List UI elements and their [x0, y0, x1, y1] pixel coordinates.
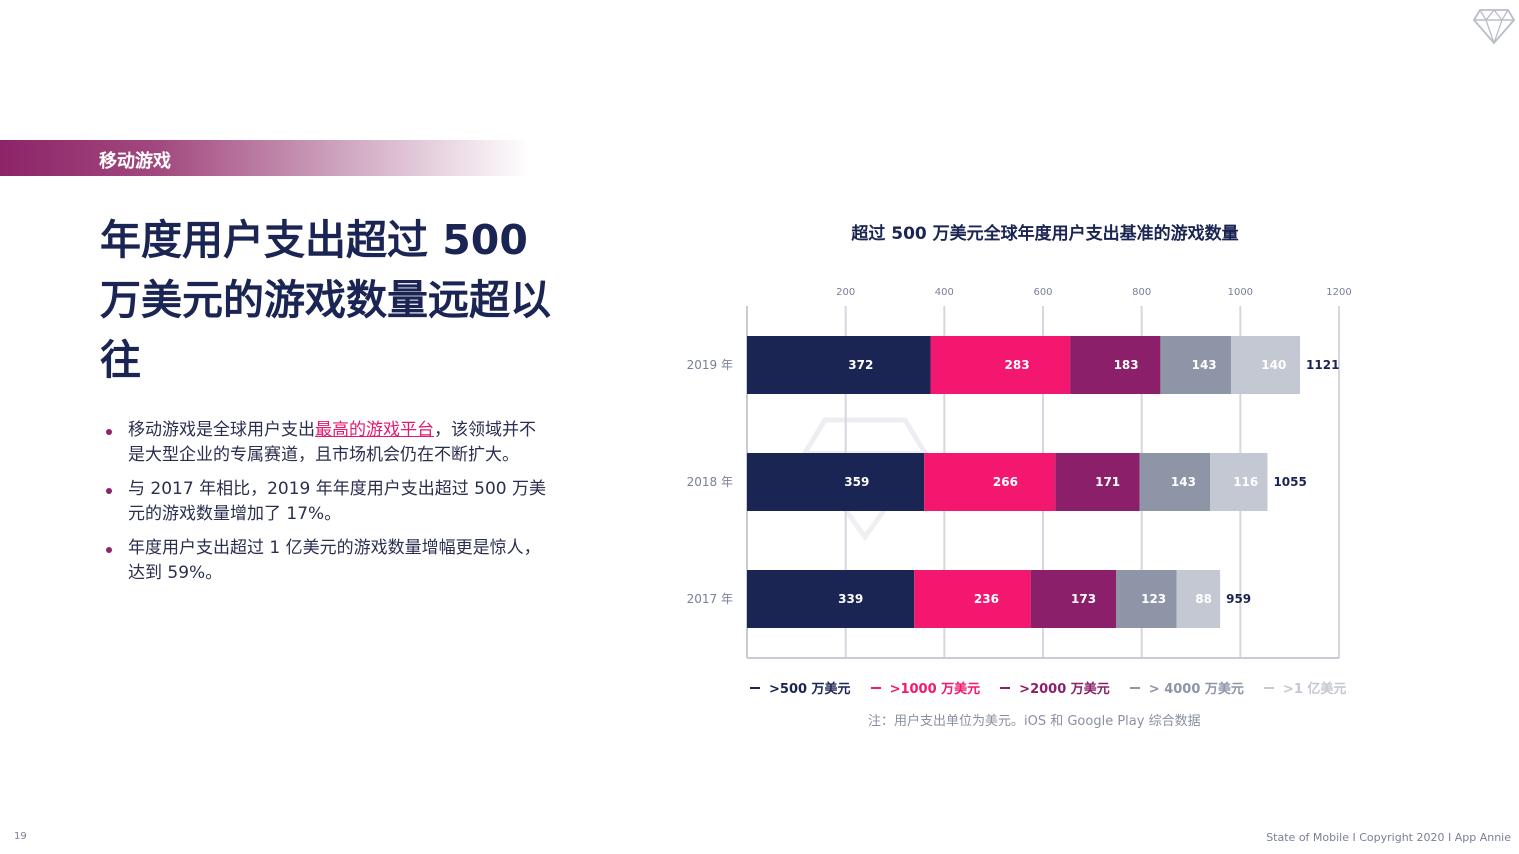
segment-value-label: 143 [1171, 475, 1196, 489]
category-label: 2018 年 [687, 475, 733, 489]
diamond-logo-icon [1472, 8, 1516, 45]
legend-label: >2000 万美元 [1019, 682, 1110, 697]
total-value-label: 1121 [1306, 358, 1339, 372]
bullet-text: 移动游戏是全球用户支出 [128, 420, 315, 440]
segment-value-label: 359 [844, 475, 869, 489]
bar-segment [747, 570, 915, 628]
stacked-bar-chart: 200 400 600 800 1000 1200 2019 年 372 283 183 143 14… [687, 287, 1352, 659]
category-label: 2017 年 [687, 592, 733, 606]
legend-item: >1 亿美元 [1263, 678, 1347, 697]
x-tick-label: 600 [1033, 287, 1052, 298]
bar-segment [914, 570, 1031, 628]
bullet-text: ，该领域并不是大型企业的专属赛道，且市场机会仍在不断扩大。 [128, 420, 536, 465]
segment-value-label: 171 [1095, 475, 1120, 489]
segment-value-label: 123 [1141, 592, 1166, 606]
x-tick-label: 1200 [1326, 287, 1351, 298]
bar-segment [1139, 453, 1211, 511]
page-title: 年度用户支出超过 500 万美元的游戏数量远超以往 [100, 216, 551, 384]
bullet-item: 年度用户支出超过 1 亿美元的游戏数量增幅更是惊人，达到 59%。 [106, 536, 546, 586]
segment-value-label: 140 [1261, 358, 1286, 372]
legend-swatch [1263, 686, 1274, 689]
segment-value-label: 339 [838, 592, 863, 606]
highlight-link[interactable]: 最高的游戏平台 [315, 420, 434, 440]
bullet-dot [106, 429, 112, 435]
legend-item: >1000 万美元 [870, 678, 981, 697]
segment-value-label: 372 [848, 358, 873, 372]
bar-segment [930, 336, 1071, 394]
chart-note: 注：用户支出单位为美元。iOS 和 Google Play 综合数据 [868, 714, 1201, 729]
legend-label: >1 亿美元 [1282, 682, 1347, 697]
x-tick-label: 1000 [1228, 287, 1253, 298]
bar-segment [1070, 336, 1161, 394]
bullet-dot [106, 547, 112, 553]
section-band [0, 140, 530, 176]
legend-label: >500 万美元 [769, 682, 851, 697]
segment-value-label: 283 [1005, 358, 1030, 372]
bar-segment [1160, 336, 1231, 394]
segment-value-label: 116 [1233, 475, 1258, 489]
x-tick-label: 200 [836, 287, 855, 298]
total-value-label: 1055 [1273, 475, 1306, 489]
segment-value-label: 88 [1195, 592, 1212, 606]
bullet-list: 移动游戏是全球用户支出最高的游戏平台，该领域并不是大型企业的专属赛道，且市场机会… [106, 418, 546, 595]
segment-value-label: 143 [1192, 358, 1217, 372]
legend-swatch [1000, 686, 1011, 689]
x-tick-label: 800 [1132, 287, 1151, 298]
legend-swatch [750, 686, 760, 689]
legend-swatch [870, 686, 881, 689]
bar-segment [1210, 453, 1268, 511]
bar-segment [1055, 453, 1140, 511]
bar-segment [747, 336, 931, 394]
bar-segment [1230, 336, 1301, 394]
legend-swatch [1129, 686, 1140, 689]
page-number: 19 [14, 831, 27, 842]
legend-item: >500 万美元 [750, 678, 851, 697]
legend-item: > 4000 万美元 [1129, 678, 1244, 697]
segment-value-label: 266 [993, 475, 1018, 489]
segment-value-label: 183 [1114, 358, 1139, 372]
chart-legend: >500 万美元 >1000 万美元 >2000 万美元 > 4000 万美元 >1 亿… [750, 678, 1370, 697]
bar-segment [747, 453, 925, 511]
bullet-text: 与 2017 年相比，2019 年年度用户支出超过 500 万美元的游戏数量增加… [128, 479, 546, 524]
x-tick-label: 400 [935, 287, 954, 298]
legend-item: >2000 万美元 [1000, 678, 1110, 697]
bullet-item: 与 2017 年相比，2019 年年度用户支出超过 500 万美元的游戏数量增加… [106, 477, 546, 527]
footer-copyright: State of Mobile I Copyright 2020 I App A… [1266, 831, 1511, 844]
bullet-item: 移动游戏是全球用户支出最高的游戏平台，该领域并不是大型企业的专属赛道，且市场机会… [106, 418, 546, 468]
chart-title: 超过 500 万美元全球年度用户支出基准的游戏数量 [851, 224, 1239, 244]
total-value-label: 959 [1226, 592, 1251, 606]
legend-label: > 4000 万美元 [1148, 682, 1244, 697]
bar-segment [1030, 570, 1117, 628]
bullet-text: 年度用户支出超过 1 亿美元的游戏数量增幅更是惊人，达到 59%。 [128, 538, 541, 583]
bullet-dot [106, 488, 112, 494]
category-label: 2019 年 [687, 358, 733, 372]
segment-value-label: 236 [974, 592, 999, 606]
bar-segment [1176, 570, 1221, 628]
legend-label: >1000 万美元 [889, 682, 981, 697]
segment-value-label: 173 [1071, 592, 1096, 606]
bar-segment [1116, 570, 1177, 628]
bar-segment [924, 453, 1056, 511]
section-label: 移动游戏 [99, 151, 171, 172]
